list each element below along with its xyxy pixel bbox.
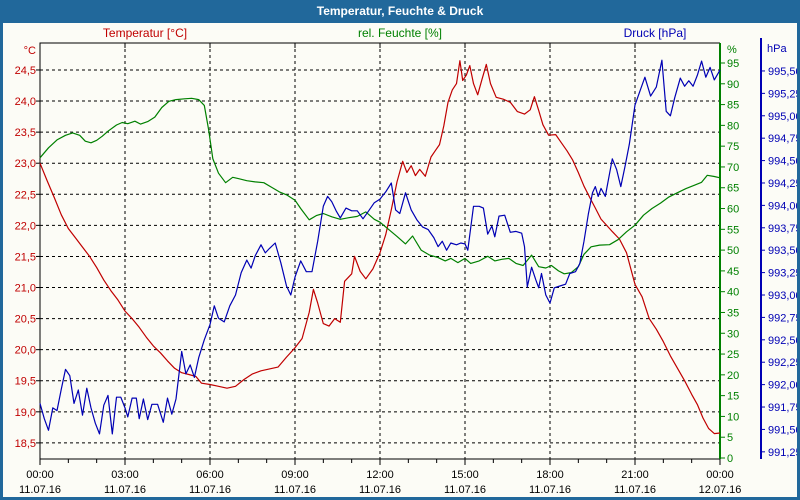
temp-tick-label: 24,0: [15, 96, 36, 108]
series-curves: [39, 59, 721, 435]
humidity-tick-label: 20: [727, 370, 739, 382]
pressure-tick-label: 992,75: [768, 312, 800, 324]
temp-tick-label: 22,0: [15, 220, 36, 232]
pressure-tick-label: 994,50: [768, 156, 800, 168]
pressure-tick-label: 994,25: [768, 178, 800, 190]
temp-tick-label: 18,5: [15, 438, 36, 450]
curve-temp: [39, 60, 721, 435]
humidity-tick-label: 25: [727, 349, 739, 361]
temp-axis-unit: °C: [24, 45, 36, 57]
x-date-label: 11.07.16: [614, 484, 656, 496]
humidity-tick-label: 0: [727, 453, 733, 465]
x-time-label: 03:00: [111, 469, 139, 481]
legend-pressure: Druck [hPa]: [623, 26, 687, 40]
pressure-tick-label: 991,25: [768, 447, 800, 459]
humidity-tick-label: 95: [727, 58, 739, 70]
temp-tick-label: 20,5: [15, 314, 36, 326]
humidity-tick-label: 15: [727, 391, 739, 403]
humidity-tick-label: 30: [727, 328, 739, 340]
pressure-tick-label: 993,50: [768, 245, 800, 257]
pressure-tick-label: 993,25: [768, 268, 800, 280]
x-time-label: 00:00: [26, 469, 54, 481]
pressure-tick-label: 995,50: [768, 66, 800, 78]
pressure-tick-label: 994,00: [768, 200, 800, 212]
temp-tick-label: 19,5: [15, 376, 36, 388]
pressure-tick-label: 993,00: [768, 290, 800, 302]
x-time-label: 06:00: [196, 469, 224, 481]
x-date-label: 11.07.16: [189, 484, 231, 496]
temp-tick-label: 20,0: [15, 345, 36, 357]
x-date-label: 12.07.16: [699, 484, 742, 496]
legend-humidity: rel. Feuchte [%]: [357, 26, 443, 40]
pressure-tick-label: 992,25: [768, 357, 800, 369]
x-time-label: 09:00: [281, 469, 309, 481]
temp-tick-label: 22,5: [15, 189, 36, 201]
axes: [36, 38, 765, 465]
title-bar: Temperatur, Feuchte & Druck: [0, 0, 800, 23]
x-date-label: 11.07.16: [274, 484, 316, 496]
x-time-label: 15:00: [451, 469, 479, 481]
humidity-tick-label: 85: [727, 100, 739, 112]
humidity-tick-label: 10: [727, 411, 739, 423]
x-date-label: 11.07.16: [529, 484, 571, 496]
pressure-tick-label: 991,75: [768, 402, 800, 414]
pressure-tick-label: 993,75: [768, 223, 800, 235]
humidity-tick-label: 5: [727, 432, 733, 444]
humidity-tick-label: 45: [727, 266, 739, 278]
x-date-label: 11.07.16: [104, 484, 146, 496]
pressure-tick-label: 992,50: [768, 335, 800, 347]
humidity-tick-label: 55: [727, 224, 739, 236]
humidity-tick-label: 80: [727, 120, 739, 132]
temp-tick-label: 23,5: [15, 127, 36, 139]
temp-tick-label: 21,5: [15, 251, 36, 263]
humidity-axis-unit: %: [727, 44, 737, 56]
humidity-tick-label: 70: [727, 162, 739, 174]
window-title: Temperatur, Feuchte & Druck: [316, 4, 484, 18]
x-date-label: 11.07.16: [19, 484, 61, 496]
x-time-label: 21:00: [621, 469, 649, 481]
x-time-label: 12:00: [366, 469, 394, 481]
temp-tick-label: 23,0: [15, 158, 36, 170]
pressure-tick-label: 991,50: [768, 424, 800, 436]
humidity-tick-label: 75: [727, 141, 739, 153]
curve-press: [39, 59, 721, 435]
legend-temperature: Temperatur [°C]: [102, 26, 188, 40]
pressure-axis-unit: hPa: [767, 43, 787, 55]
pressure-tick-label: 995,25: [768, 88, 800, 100]
x-date-label: 11.07.16: [359, 484, 401, 496]
humidity-tick-label: 65: [727, 183, 739, 195]
humidity-tick-label: 50: [727, 245, 739, 257]
humidity-tick-label: 35: [727, 307, 739, 319]
x-time-label: 18:00: [536, 469, 564, 481]
temp-tick-label: 24,5: [15, 65, 36, 77]
humidity-tick-label: 90: [727, 79, 739, 91]
pressure-tick-label: 992,00: [768, 380, 800, 392]
x-date-label: 11.07.16: [444, 484, 486, 496]
x-time-label: 00:00: [706, 469, 734, 481]
humidity-tick-label: 60: [727, 204, 739, 216]
axis-labels: 24,5 24,0 23,5 23,0 22,5 22,0 21,5 21,0 20,5 20,0…: [15, 43, 800, 496]
pressure-tick-label: 995,00: [768, 111, 800, 123]
humidity-tick-label: 40: [727, 287, 739, 299]
temp-tick-label: 21,0: [15, 283, 36, 295]
curve-hum: [39, 97, 721, 275]
temp-tick-label: 19,0: [15, 407, 36, 419]
pressure-tick-label: 994,75: [768, 133, 800, 145]
